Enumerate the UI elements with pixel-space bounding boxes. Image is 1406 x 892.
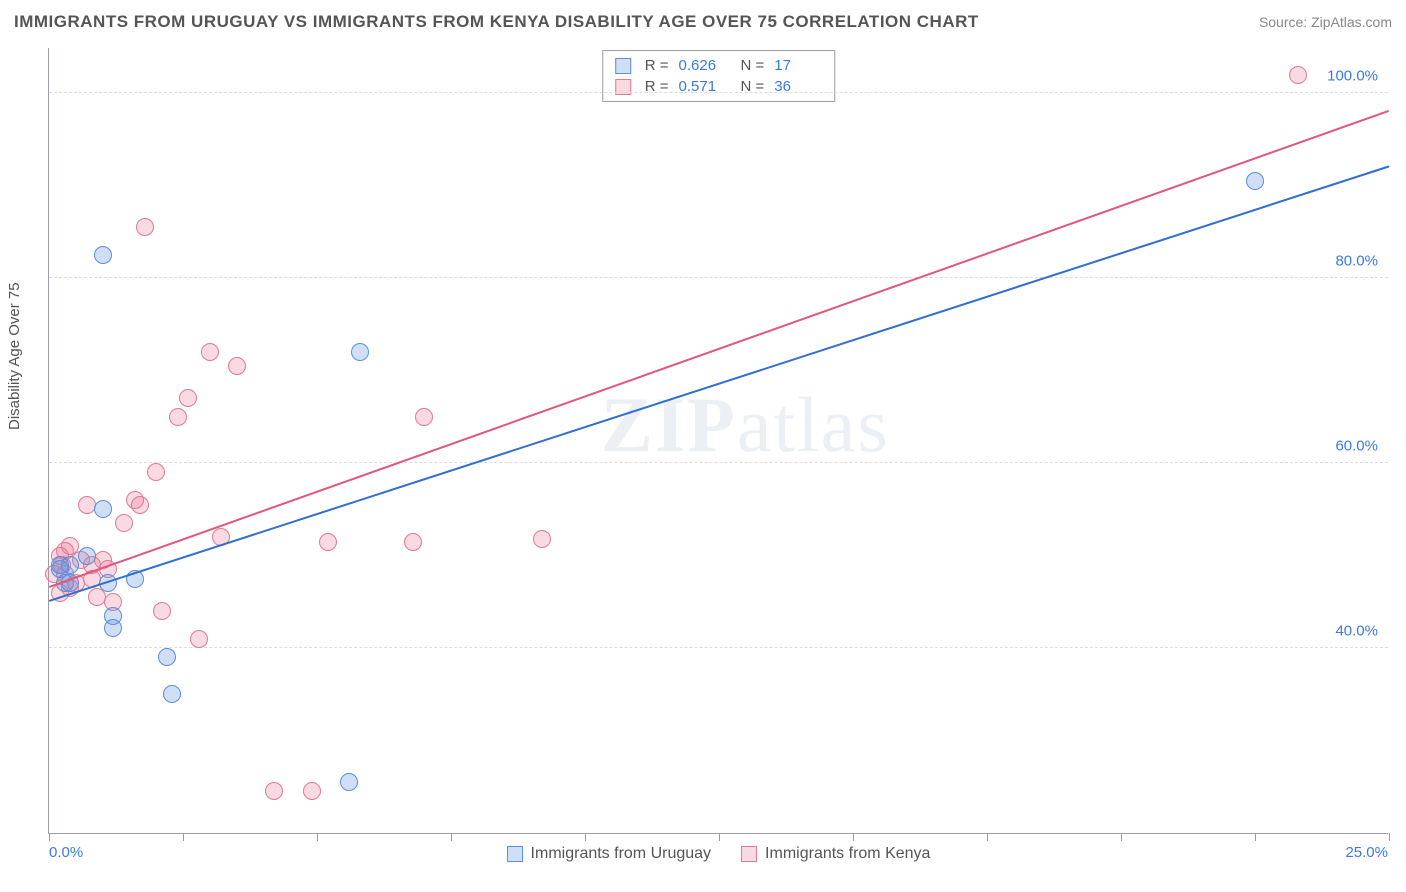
legend-label: Immigrants from Kenya	[765, 845, 930, 863]
legend-label: Immigrants from Uruguay	[531, 845, 712, 863]
scatter-point-kenya	[153, 602, 171, 620]
scatter-point-kenya	[131, 496, 149, 514]
x-tick	[987, 833, 988, 841]
r-label: R =	[645, 57, 669, 74]
x-axis-max-label: 25.0%	[1345, 844, 1388, 861]
chart-header: IMMIGRANTS FROM URUGUAY VS IMMIGRANTS FR…	[14, 12, 1392, 32]
scatter-point-kenya	[190, 630, 208, 648]
y-axis-label: Disability Age Over 75	[6, 282, 23, 430]
x-tick	[451, 833, 452, 841]
scatter-point-uruguay	[104, 619, 122, 637]
chart-title: IMMIGRANTS FROM URUGUAY VS IMMIGRANTS FR…	[14, 12, 979, 32]
scatter-point-kenya	[303, 782, 321, 800]
plot-area: ZIPatlas R = 0.626 N = 17 R = 0.571 N = …	[48, 48, 1388, 834]
source-label: Source: ZipAtlas.com	[1259, 14, 1392, 30]
x-tick	[1255, 833, 1256, 841]
x-tick	[853, 833, 854, 841]
stats-row: R = 0.626 N = 17	[603, 55, 835, 76]
scatter-point-kenya	[415, 408, 433, 426]
scatter-point-kenya	[1289, 66, 1307, 84]
x-tick	[719, 833, 720, 841]
scatter-point-uruguay	[78, 547, 96, 565]
y-tick-label: 60.0%	[1333, 438, 1380, 455]
scatter-point-kenya	[136, 218, 154, 236]
scatter-point-uruguay	[94, 246, 112, 264]
trend-line-kenya	[49, 110, 1390, 588]
gridline	[49, 277, 1388, 278]
scatter-point-uruguay	[340, 773, 358, 791]
r-value: 0.626	[679, 57, 727, 74]
gridline	[49, 462, 1388, 463]
watermark-left: ZIP	[601, 381, 737, 468]
watermark: ZIPatlas	[601, 380, 890, 470]
scatter-point-kenya	[147, 463, 165, 481]
trend-line-uruguay	[49, 165, 1390, 602]
n-label: N =	[741, 57, 765, 74]
x-tick	[1389, 833, 1390, 841]
x-tick	[1121, 833, 1122, 841]
swatch-kenya	[741, 846, 757, 862]
x-axis-min-label: 0.0%	[49, 844, 83, 861]
scatter-point-kenya	[319, 533, 337, 551]
scatter-point-uruguay	[351, 343, 369, 361]
swatch-uruguay	[507, 846, 523, 862]
x-tick	[317, 833, 318, 841]
scatter-point-uruguay	[94, 500, 112, 518]
gridline	[49, 92, 1388, 93]
gridline	[49, 647, 1388, 648]
scatter-point-uruguay	[158, 648, 176, 666]
scatter-point-uruguay	[163, 685, 181, 703]
bottom-legend: Immigrants from Uruguay Immigrants from …	[507, 845, 931, 863]
scatter-point-kenya	[533, 530, 551, 548]
scatter-point-uruguay	[1246, 172, 1264, 190]
x-tick	[49, 833, 50, 841]
stats-legend: R = 0.626 N = 17 R = 0.571 N = 36	[602, 50, 836, 102]
watermark-right: atlas	[737, 381, 890, 468]
x-tick	[183, 833, 184, 841]
scatter-point-kenya	[228, 357, 246, 375]
y-tick-label: 80.0%	[1333, 253, 1380, 270]
scatter-point-kenya	[179, 389, 197, 407]
swatch-uruguay	[615, 58, 631, 74]
legend-item-kenya: Immigrants from Kenya	[741, 845, 930, 863]
n-value: 17	[774, 57, 822, 74]
scatter-point-kenya	[115, 514, 133, 532]
y-tick-label: 100.0%	[1325, 68, 1380, 85]
scatter-point-uruguay	[61, 556, 79, 574]
scatter-point-kenya	[201, 343, 219, 361]
y-tick-label: 40.0%	[1333, 623, 1380, 640]
x-tick	[585, 833, 586, 841]
scatter-point-kenya	[169, 408, 187, 426]
scatter-point-kenya	[265, 782, 283, 800]
scatter-point-kenya	[404, 533, 422, 551]
stats-row: R = 0.571 N = 36	[603, 76, 835, 97]
legend-item-uruguay: Immigrants from Uruguay	[507, 845, 712, 863]
